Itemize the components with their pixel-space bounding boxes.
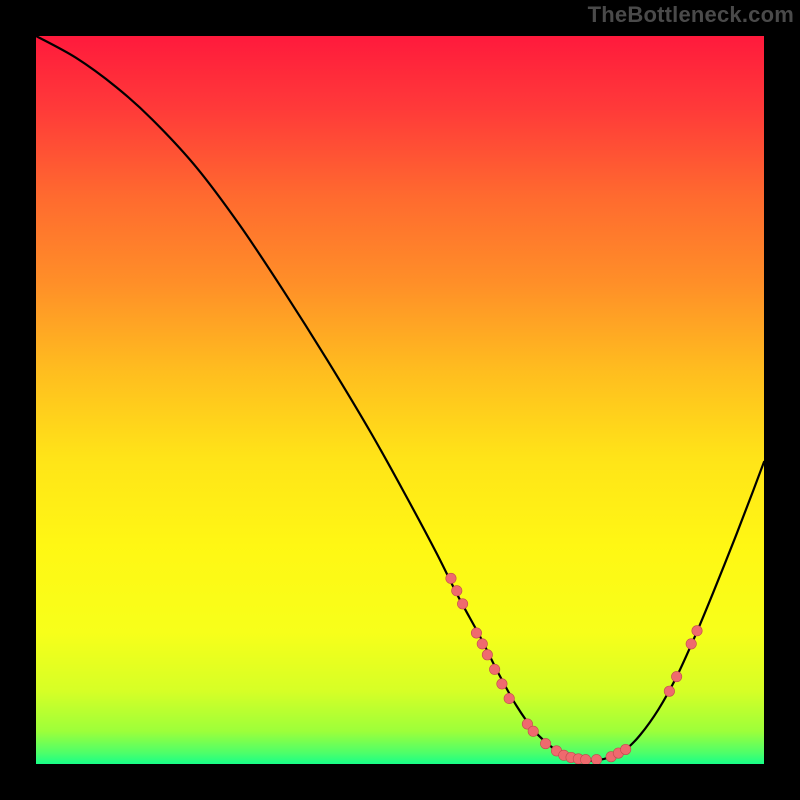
data-marker bbox=[482, 650, 492, 660]
data-marker bbox=[528, 726, 538, 736]
data-marker bbox=[620, 744, 630, 754]
watermark-text: TheBottleneck.com bbox=[588, 2, 794, 28]
data-marker bbox=[477, 639, 487, 649]
data-marker bbox=[489, 664, 499, 674]
data-marker bbox=[692, 626, 702, 636]
data-marker bbox=[671, 671, 681, 681]
data-marker bbox=[446, 573, 456, 583]
bottleneck-chart bbox=[0, 0, 800, 800]
chart-plot-area bbox=[36, 36, 764, 764]
data-marker bbox=[664, 686, 674, 696]
data-marker bbox=[497, 679, 507, 689]
data-marker bbox=[540, 738, 550, 748]
data-marker bbox=[580, 754, 590, 764]
data-marker bbox=[452, 586, 462, 596]
data-marker bbox=[591, 754, 601, 764]
data-marker bbox=[471, 628, 481, 638]
data-marker bbox=[686, 639, 696, 649]
data-marker bbox=[504, 693, 514, 703]
data-marker bbox=[457, 599, 467, 609]
